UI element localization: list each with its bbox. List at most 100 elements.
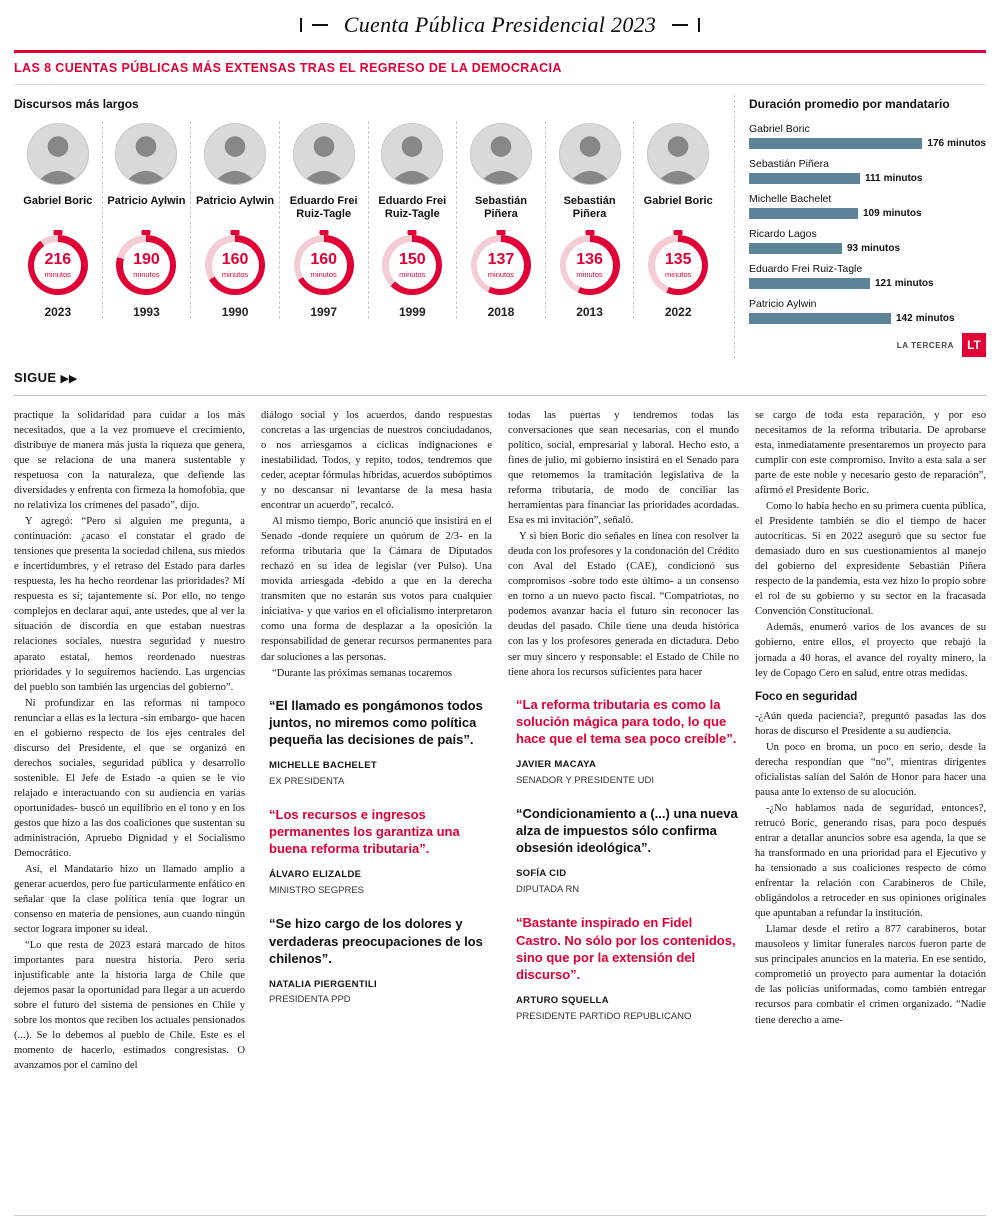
pull-quote-author: MICHELLE BACHELET (269, 760, 378, 772)
column-2-text: diálogo social y los acuerdos, dando res… (261, 408, 492, 681)
bar-label: Sebastián Piñera (749, 158, 829, 170)
pull-quote-role: DIPUTADA RN (516, 883, 580, 895)
speech-year: 1999 (398, 305, 426, 319)
speech-card: Sebastián Piñera 137 minutos 2018 (456, 121, 545, 319)
article-paragraph: -¿No hablamos nada de seguridad, entonce… (755, 803, 986, 920)
article-column-4: se cargo de toda esta reparación, y por … (755, 408, 986, 1215)
stopwatch-icon: 160 minutos (293, 235, 354, 295)
pull-quote: “Se hizo cargo de los dolores y verdader… (261, 915, 492, 1006)
bar-label: Gabriel Boric (749, 123, 810, 135)
speech-minutes-unit: minutos (487, 269, 515, 279)
source-label: LA TERCERA (896, 340, 954, 350)
speech-year: 1993 (133, 305, 160, 319)
continuation-row: SIGUE ▶▶ (14, 363, 986, 396)
president-portrait (558, 123, 621, 185)
pull-quote-author: ARTURO SQUELLA (516, 995, 609, 1007)
stopwatch-ring: 137 minutos (470, 235, 531, 295)
forward-arrows-icon: ▶▶ (60, 373, 78, 385)
article-paragraph: diálogo social y los acuerdos, dando res… (261, 410, 492, 512)
pull-quote-role: PRESIDENTA PPD (269, 994, 351, 1006)
president-name: Gabriel Boric (23, 195, 93, 207)
president-name: Sebastián Piñera (474, 195, 527, 220)
pull-quote-author: JAVIER MACAYA (516, 759, 597, 771)
infographic-kicker-bar: LAS 8 CUENTAS PÚBLICAS MÁS EXTENSAS TRAS… (14, 50, 986, 85)
stopwatch-ring: 190 minutos (116, 235, 177, 295)
chart-bar-row: Michelle Bachelet 109 minutos (749, 193, 986, 219)
article-paragraph: Un poco en broma, un poco en serio, desd… (755, 741, 986, 799)
longest-speeches-panel: Discursos más largos Gabriel Boric 216 (14, 95, 734, 359)
article-paragraph: Al mismo tiempo, Boric anunció que insis… (261, 516, 492, 663)
stopwatch-icon: 190 minutos (116, 235, 177, 295)
president-portrait (292, 123, 355, 185)
pull-quote-text: “Condicionamiento a (...) una nueva alza… (516, 806, 738, 856)
stopwatch-ring: 136 minutos (559, 235, 620, 295)
speech-card: Gabriel Boric 135 minutos 2022 (633, 121, 722, 319)
bar-value: 109 minutos (863, 208, 922, 219)
person-silhouette-icon (470, 124, 531, 184)
president-portrait (381, 123, 444, 185)
speech-year: 2023 (44, 305, 72, 319)
president-portrait (647, 123, 710, 185)
speech-card: Gabriel Boric 216 minutos 2023 (14, 121, 102, 319)
section-subhead: Foco en seguridad (755, 690, 858, 703)
pull-quote-text: “Se hizo cargo de los dolores y verdader… (269, 916, 483, 966)
pull-quote-text: “Bastante inspirado en Fidel Castro. No … (516, 915, 736, 982)
chart-bar-row: Gabriel Boric 176 minutos (749, 123, 986, 149)
speech-year: 2022 (664, 305, 692, 319)
stopwatch-icon: 160 minutos (205, 235, 266, 295)
article-paragraph: se cargo de toda esta reparación, y por … (755, 410, 986, 497)
person-silhouette-icon (559, 124, 620, 184)
article-paragraph: “Durante las próximas semanas tocaremos (272, 667, 453, 679)
article-paragraph: Y agregó: “Pero si alguien me pregunta, … (14, 516, 245, 693)
pull-quote-text: “La reforma tributaria es como la soluci… (516, 696, 737, 746)
speech-minutes: 216 (44, 250, 72, 268)
chart-bar-row: Eduardo Frei Ruiz-Tagle 121 minutos (749, 263, 986, 289)
speech-minutes-unit: minutos (310, 269, 337, 279)
bar (749, 278, 870, 289)
chart-bar-row: Ricardo Lagos 93 minutos (749, 228, 986, 254)
article-column-3: todas las puertas y tendremos todas las … (508, 408, 739, 1215)
bar (749, 138, 923, 149)
article-paragraph: Y si bien Boric dio señales en línea con… (508, 531, 739, 678)
infographic-headline: LAS 8 CUENTAS PÚBLICAS MÁS EXTENSAS TRAS… (14, 61, 562, 75)
masthead-left-tick (299, 18, 302, 32)
source-credit: LA TERCERA LT (749, 333, 986, 359)
pull-quote: “Bastante inspirado en Fidel Castro. No … (508, 914, 739, 1023)
speech-year: 1997 (310, 305, 338, 319)
pull-quote-role: EX PRESIDENTA (269, 775, 345, 787)
article-body: practique la solidaridad para cuidar a l… (14, 408, 986, 1216)
president-name: Gabriel Boric (643, 195, 713, 207)
stopwatch-ring: 135 minutos (648, 235, 709, 295)
pull-quote-text: “Los recursos e ingresos permanentes los… (269, 807, 460, 857)
article-paragraph: practique la solidaridad para cuidar a l… (14, 410, 245, 512)
speech-card: Sebastián Piñera 136 minutos 2013 (544, 121, 634, 319)
bar-label: Ricardo Lagos (749, 228, 817, 240)
chart-bar-row: Sebastián Piñera 111 minutos (749, 158, 986, 184)
pull-quote-role: PRESIDENTE PARTIDO REPUBLICANO (516, 1010, 692, 1022)
article-paragraph: Así, el Mandatario hizo un llamado ampli… (14, 863, 245, 936)
person-silhouette-icon (27, 124, 88, 184)
president-portrait (204, 123, 267, 185)
speech-cards: Gabriel Boric 216 minutos 2023 (14, 121, 722, 319)
person-silhouette-icon (116, 124, 177, 184)
president-portrait (26, 123, 89, 185)
stopwatch-ring: 216 minutos (27, 235, 88, 295)
bar (749, 173, 860, 184)
sigue-label: SIGUE (14, 370, 57, 385)
speech-minutes: 160 (310, 250, 338, 268)
bar-label: Eduardo Frei Ruiz-Tagle (749, 263, 863, 275)
president-name: Eduardo Frei Ruiz-Tagle (289, 195, 358, 220)
column-3-text: todas las puertas y tendremos todas las … (508, 408, 739, 680)
stopwatch-icon: 137 minutos (470, 235, 531, 295)
person-silhouette-icon (293, 124, 354, 184)
chart-bar-row: Patricio Aylwin 142 minutos (749, 298, 986, 324)
article-paragraph: todas las puertas y tendremos todas las … (508, 410, 739, 527)
president-portrait (469, 123, 532, 185)
bar-label: Patricio Aylwin (749, 298, 817, 310)
speech-card: Patricio Aylwin 190 minutos 1993 (101, 121, 191, 319)
bar (749, 243, 842, 254)
stopwatch-icon: 150 minutos (382, 235, 443, 295)
pull-quote: “Condicionamiento a (...) una nueva alza… (508, 805, 739, 896)
speech-minutes: 160 (221, 250, 249, 268)
